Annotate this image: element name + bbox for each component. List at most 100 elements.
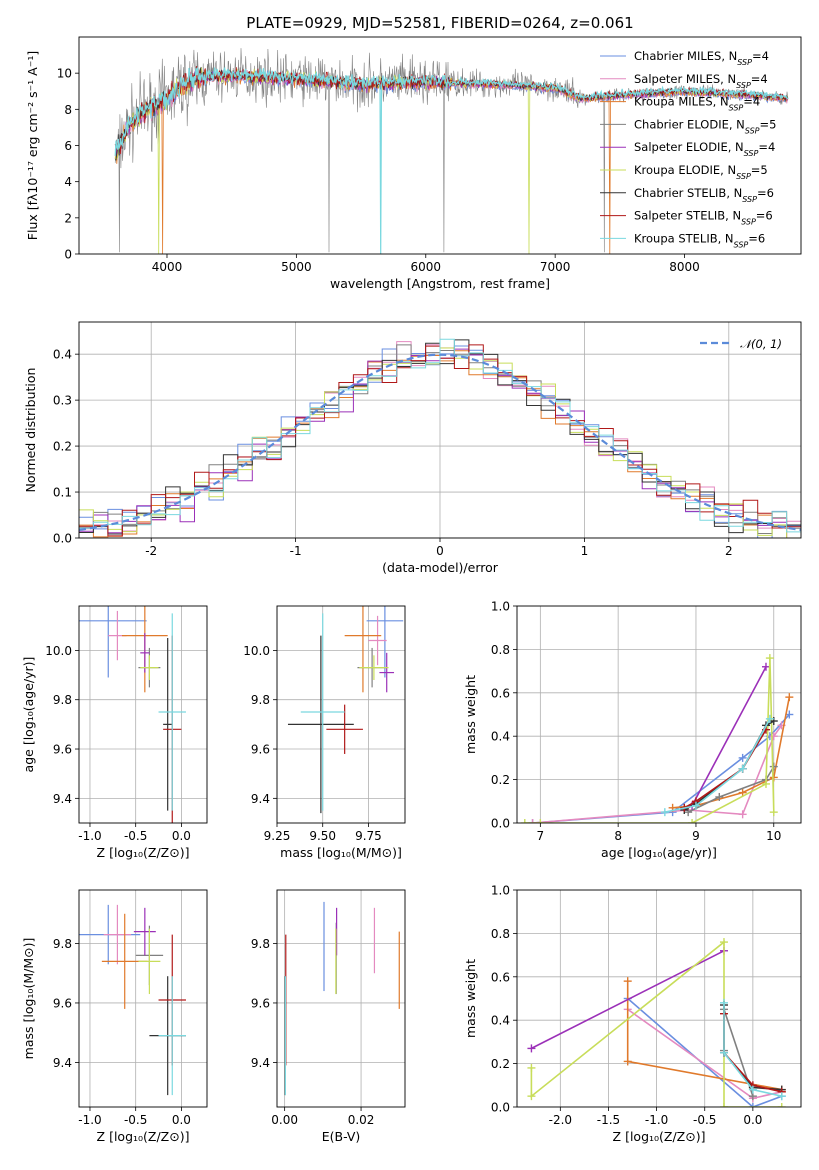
x-tick-label: 10 [766, 829, 781, 843]
x-tick-label: 9.25 [264, 829, 291, 843]
x-axis-label: wavelength [Angstrom, rest frame] [330, 276, 550, 291]
x-tick-label: 7 [537, 829, 545, 843]
errorbar-chabrier_stelib [163, 638, 173, 811]
marker-kroupa_elodie [765, 654, 774, 663]
x-tick-label: -1 [290, 544, 302, 558]
x-tick-label: -0.5 [693, 1113, 716, 1127]
x-axis-label: (data-model)/error [382, 560, 499, 575]
x-tick-label: 0 [436, 544, 444, 558]
x-tick-label: 8 [614, 829, 622, 843]
x-tick-label: 9.50 [309, 829, 336, 843]
x-tick-label: 9 [692, 829, 700, 843]
marker-chabrier_elodie [769, 762, 778, 771]
y-axis-label: mass weight [463, 959, 478, 1038]
errorbar-salpeter_miles [368, 615, 387, 666]
x-tick-label: 0.00 [271, 1113, 298, 1127]
y-tick-label: 0.0 [491, 817, 510, 831]
y-tick-label: 0.8 [491, 643, 510, 657]
x-tick-label: 0.0 [743, 1113, 762, 1127]
x-axis-label: age [log₁₀(age/yr)] [601, 845, 717, 860]
x-tick-label: 9.75 [355, 829, 382, 843]
y-tick-label: 10 [57, 67, 72, 81]
x-tick-label: 1 [581, 544, 589, 558]
model-line-kroupa_stelib [114, 66, 789, 254]
series-line-salpeter_elodie [691, 666, 767, 806]
figure-title: PLATE=0929, MJD=52581, FIBERID=0264, z=0… [246, 14, 633, 32]
series-line-salpeter_stelib [683, 729, 767, 809]
x-tick-label: 2 [725, 544, 733, 558]
marker-salpeter_miles [528, 819, 537, 823]
axes-frame [78, 889, 208, 1108]
x-axis-label: Z [log₁₀(Z/Z⊙)] [97, 1129, 190, 1144]
legend-entry: Chabrier STELIB, NSSP=6 [634, 186, 774, 204]
marker-kroupa_miles [738, 788, 747, 797]
y-tick-label: 0 [64, 248, 72, 262]
marker-kroupa_stelib [719, 998, 728, 1007]
axes-frame [78, 321, 802, 539]
legend-entry: Salpeter MILES, NSSP=4 [634, 72, 768, 90]
plot-area-age_vs_mass [277, 606, 405, 823]
errorbar-salpeter_elodie [379, 652, 395, 693]
x-tick-label: 5000 [281, 260, 312, 274]
x-axis-label: Z [log₁₀(Z/Z⊙)] [97, 845, 190, 860]
y-tick-label: 9.8 [53, 693, 72, 707]
errorbar-kroupa_elodie [140, 655, 159, 680]
marker-kroupa_miles [623, 1057, 632, 1066]
y-tick-label: 9.6 [251, 743, 270, 757]
x-tick-label: 6000 [410, 260, 441, 274]
legend-entry: Salpeter ELODIE, NSSP=4 [634, 140, 775, 158]
y-tick-label: 0.8 [491, 927, 510, 941]
marker-kroupa_elodie [536, 819, 545, 823]
marker-salpeter_miles [738, 810, 747, 819]
panel-spectrum: 4000 5000 6000 7000 8000 0 2 4 6 8 10 wavelength [A… [25, 36, 802, 291]
plot-area-residuals [79, 322, 801, 538]
y-tick-label: 9.4 [53, 1056, 72, 1070]
marker-chabrier_miles [748, 1103, 757, 1107]
y-tick-label: 0.0 [491, 1101, 510, 1115]
panel-mass_vs_Z: -1.0 -0.5 0.0 9.4 9.6 9.8 Z [log₁₀(Z/Z⊙)] mass … [21, 889, 208, 1144]
series-line-kroupa_stelib [664, 718, 771, 813]
y-tick-label: 9.8 [251, 937, 270, 951]
y-tick-label: 10.0 [243, 644, 270, 658]
histogram-kroupa_stelib [79, 338, 801, 533]
errorbar-kroupa_elodie [138, 928, 161, 995]
y-tick-label: 0.2 [53, 440, 72, 454]
axes-frame [516, 889, 802, 1108]
panel-weights_vs_age: 7 8 9 10 0.0 0.2 0.4 0.6 0.8 1.0 age [log₁₀(age/yr… [463, 600, 802, 860]
axes-frame [276, 889, 406, 1108]
legend-entry: Kroupa MILES, NSSP=4 [634, 95, 760, 113]
marker-kroupa_stelib [765, 714, 774, 723]
y-tick-label: 0.2 [491, 773, 510, 787]
plot-area-mass_vs_ebv [277, 890, 405, 1107]
x-tick-label: -0.5 [124, 829, 147, 843]
grid-mass_vs_ebv [277, 890, 405, 1107]
marker-kroupa_elodie [769, 808, 778, 817]
y-tick-label: 9.8 [251, 693, 270, 707]
plot-area-weights_vs_age [517, 606, 801, 823]
marker-kroupa_elodie [527, 1092, 536, 1101]
y-tick-label: 8 [64, 103, 72, 117]
legend-entry: Kroupa STELIB, NSSP=6 [634, 231, 765, 249]
grid-mass_vs_Z [79, 890, 207, 1107]
marker-kroupa_elodie [719, 938, 728, 947]
x-axis-label: E(B-V) [322, 1129, 361, 1144]
x-tick-label: 4000 [152, 260, 183, 274]
panel-age_vs_mass: 9.25 9.50 9.75 9.4 9.6 9.8 10.0 mass [log₁₀(M/M… [243, 605, 406, 860]
y-axis-label: mass [log₁₀(M/M⊙)] [21, 938, 36, 1060]
y-tick-label: 6 [64, 139, 72, 153]
marker-chabrier_elodie [715, 792, 724, 801]
legend-entry: Salpeter STELIB, NSSP=6 [634, 209, 773, 227]
series-line-kroupa_stelib [723, 1002, 782, 1097]
x-tick-label: 0.02 [348, 1113, 375, 1127]
x-tick-label: -0.5 [124, 1113, 147, 1127]
marker-kroupa_stelib [777, 1092, 786, 1101]
marker-kroupa_elodie [777, 1103, 786, 1107]
axes-frame [78, 605, 208, 824]
y-axis-label: Normed distribution [23, 368, 38, 493]
errorbar-salpeter_stelib [326, 704, 363, 754]
y-axis-label: age [log₁₀(age/yr)] [21, 657, 36, 773]
marker-kroupa_elodie [688, 819, 697, 823]
y-tick-label: 9.4 [53, 792, 72, 806]
grid-weights_vs_age [517, 606, 801, 823]
x-tick-label: -1.0 [78, 1113, 101, 1127]
